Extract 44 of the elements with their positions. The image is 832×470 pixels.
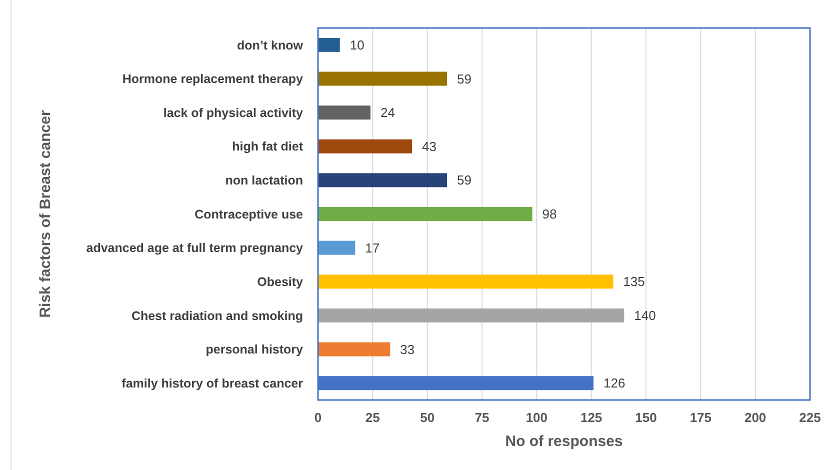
bar — [318, 139, 412, 154]
x-tick-label: 0 — [314, 410, 322, 425]
data-label: 10 — [350, 37, 364, 52]
y-tick-label: family history of breast cancer — [122, 376, 304, 390]
bar — [318, 240, 356, 255]
y-tick-label: non lactation — [225, 174, 303, 188]
y-tick-label: Contraceptive use — [194, 207, 304, 222]
x-tick-label: 125 — [580, 410, 602, 425]
x-tick-label: 25 — [365, 410, 380, 425]
bar — [318, 274, 614, 289]
x-tick-label: 50 — [420, 410, 435, 425]
y-tick-label: Obesity — [257, 275, 304, 290]
x-tick-label: 175 — [690, 410, 712, 425]
y-tick-label: lack of physical activity — [163, 106, 304, 120]
x-axis-title: No of responses — [505, 433, 623, 450]
x-tick-label: 75 — [474, 410, 490, 425]
data-label: 43 — [422, 138, 436, 154]
y-tick-label: personal history — [206, 342, 304, 357]
y-tick-label: high fat diet — [232, 140, 304, 154]
bar — [318, 106, 370, 120]
x-tick-label: 225 — [799, 410, 821, 425]
bar — [318, 308, 624, 322]
bar — [318, 72, 448, 86]
x-tick-label: 100 — [526, 410, 548, 425]
data-label: 59 — [457, 71, 472, 86]
data-label: 126 — [604, 376, 626, 391]
x-tick-label: 200 — [744, 410, 766, 425]
bar — [318, 38, 340, 52]
x-tick-label: 150 — [635, 410, 657, 425]
data-label: 59 — [457, 172, 472, 188]
bar — [318, 207, 532, 221]
y-tick-label: Hormone replacement therapy — [122, 72, 304, 86]
data-label: 135 — [623, 274, 645, 290]
y-tick-label: Chest radiation and smoking — [131, 308, 303, 323]
data-label: 98 — [542, 206, 557, 222]
y-tick-label: don’t know — [237, 38, 304, 52]
data-label: 33 — [400, 342, 415, 357]
data-label: 24 — [380, 105, 395, 120]
bar — [318, 342, 390, 356]
y-axis-title: Risk factors of Breast cancer — [37, 110, 54, 318]
y-tick-label: advanced age at full term pregnancy — [86, 241, 304, 256]
bar — [318, 173, 448, 188]
data-label: 140 — [634, 308, 656, 324]
data-label: 17 — [365, 240, 380, 256]
